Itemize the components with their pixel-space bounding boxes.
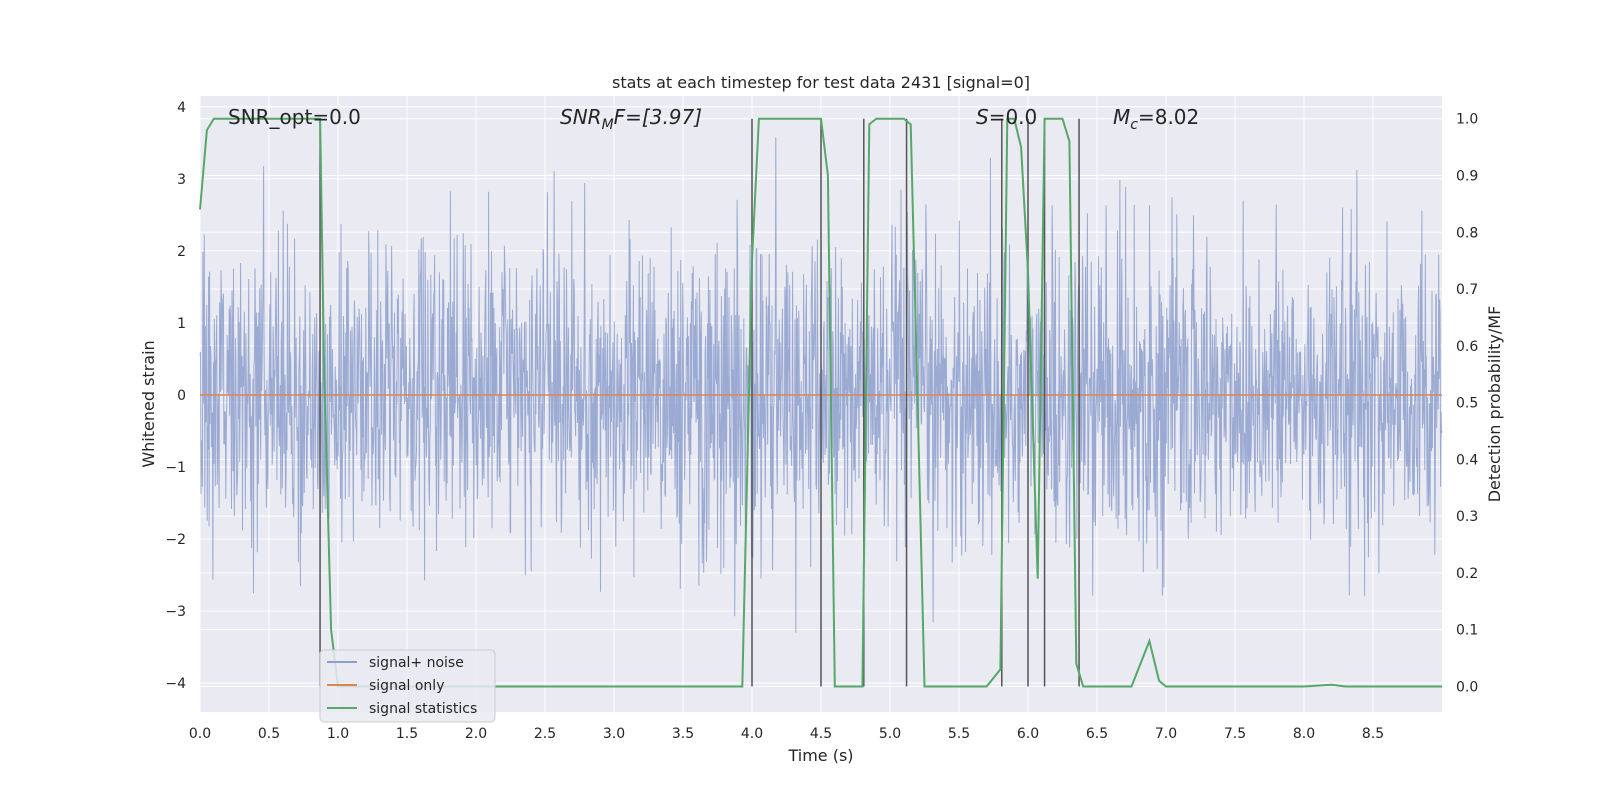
annotation-s-rest: =0.0: [989, 105, 1038, 129]
y-tick-label: 4: [177, 100, 186, 116]
y2-tick-label: 0.6: [1456, 339, 1478, 355]
annotation-mc-main: M: [1113, 105, 1130, 129]
y2-tick-label: 0.2: [1456, 566, 1478, 582]
annotation-mc-sub: c: [1130, 117, 1138, 133]
x-tick-label: 1.0: [327, 726, 349, 742]
y-tick-label: 0: [177, 388, 186, 404]
x-tick-label: 0.0: [189, 726, 211, 742]
y2-tick-label: 0.7: [1456, 282, 1478, 298]
series-signal-statistics: [199, 117, 1442, 688]
y-tick-label: 3: [177, 172, 186, 188]
x-tick-label: 4.5: [810, 726, 832, 742]
legend-box: [319, 649, 496, 723]
y2-tick-label: 0.4: [1456, 452, 1478, 468]
y-tick-label: 2: [177, 244, 186, 260]
legend: signal+ noise signal only signal statist…: [319, 649, 496, 723]
y-axis-label: Whitened strain: [139, 340, 158, 467]
chart-title: stats at each timestep for test data 243…: [612, 73, 1030, 92]
y2-tick-label: 0.3: [1456, 509, 1478, 525]
x-tick-label: 6.0: [1017, 726, 1039, 742]
annotation-mc: Mc=8.02: [1113, 105, 1199, 133]
annotation-s-main: S: [976, 105, 989, 129]
x-tick-label: 4.0: [741, 726, 763, 742]
signal-statistics-line: [199, 117, 1442, 688]
y2-tick-label: 0.5: [1456, 396, 1478, 412]
x-tick-label: 3.0: [603, 726, 625, 742]
x-tick-label: 1.5: [396, 726, 418, 742]
y2-tick-label: 1.0: [1456, 112, 1478, 128]
legend-label-signal-noise: signal+ noise: [369, 655, 464, 671]
y-tick-label: −1: [165, 460, 186, 476]
x-tick-label: 5.0: [879, 726, 901, 742]
x-tick-label: 7.5: [1224, 726, 1246, 742]
annotation-snr-mf-rest: F=[3.97]: [614, 105, 702, 129]
y2-tick-label: 0.9: [1456, 168, 1478, 184]
x-tick-label: 0.5: [258, 726, 280, 742]
x-tick-label: 8.0: [1293, 726, 1315, 742]
annotation-snr-mf-sub: M: [602, 117, 614, 133]
y-tick-label: −2: [165, 532, 186, 548]
y-tick-labels: 4 3 2 1 0 −1 −2 −3 −4: [165, 100, 186, 692]
x-tick-label: 3.5: [672, 726, 694, 742]
x-axis-label: Time (s): [787, 746, 853, 765]
y2-tick-label: 0.8: [1456, 225, 1478, 241]
x-tick-label: 8.5: [1362, 726, 1384, 742]
annotation-mc-rest: =8.02: [1138, 105, 1199, 129]
x-tick-labels: 0.0 0.5 1.0 1.5 2.0 2.5 3.0 3.5 4.0 4.5 5.0 5.5 6.0 6…: [189, 726, 1384, 742]
x-tick-label: 2.0: [465, 726, 487, 742]
x-tick-label: 7.0: [1155, 726, 1177, 742]
annotation-snr-opt: SNR_opt=0.0: [228, 105, 361, 129]
x-tick-label: 6.5: [1086, 726, 1108, 742]
x-tick-label: 2.5: [534, 726, 556, 742]
y2-tick-label: 0.0: [1456, 679, 1478, 695]
y2-tick-label: 0.1: [1456, 623, 1478, 639]
y2-tick-labels: 1.0 0.9 0.8 0.7 0.6 0.5 0.4 0.3 0.2 0.1 0.0: [1456, 112, 1478, 696]
annotation-snr-mf-main: SNR: [560, 105, 602, 129]
legend-label-signal-statistics: signal statistics: [369, 701, 477, 717]
legend-label-signal-only: signal only: [369, 678, 444, 694]
annotation-s: S=0.0: [976, 105, 1037, 129]
y-tick-label: −3: [165, 604, 186, 620]
x-tick-label: 5.5: [948, 726, 970, 742]
y2-axis-label: Detection probability/MF: [1485, 306, 1504, 503]
annotation-snr-mf: SNRMF=[3.97]: [560, 105, 702, 133]
y-tick-label: −4: [165, 676, 186, 692]
y-tick-label: 1: [177, 316, 186, 332]
